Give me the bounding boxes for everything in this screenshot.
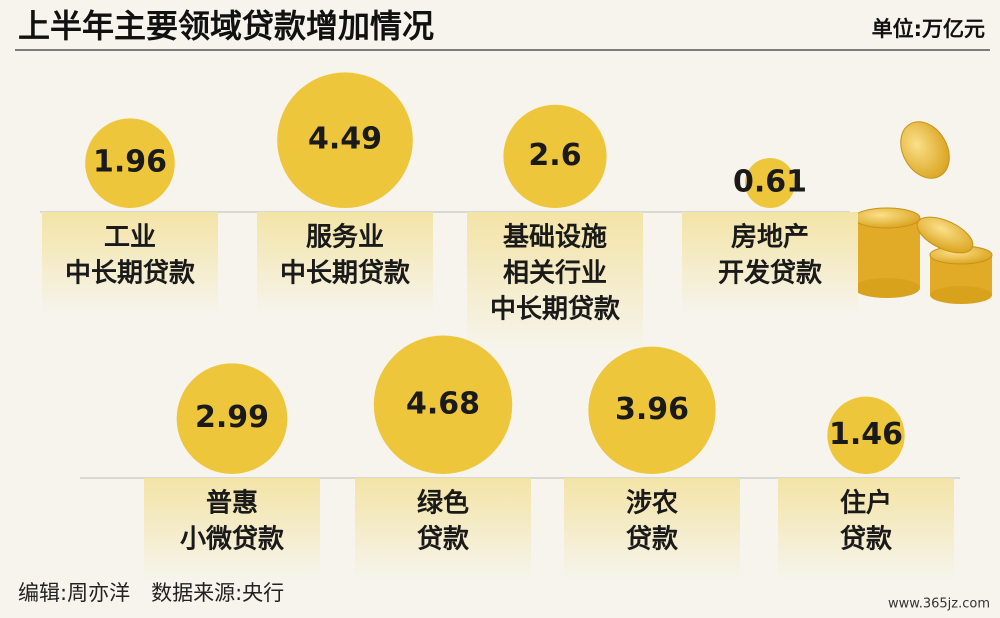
category-label: 涉农: [626, 489, 678, 519]
footer-note: 编辑:周亦洋 数据来源:央行: [18, 581, 284, 605]
label-box: [778, 478, 954, 580]
value-label: 4.68: [406, 386, 480, 421]
category-label: 贷款: [626, 524, 679, 555]
value-label: 2.99: [195, 400, 269, 435]
category-label: 中长期贷款: [490, 294, 621, 325]
bubble: [745, 158, 795, 208]
label-box: [144, 478, 320, 580]
value-label: 1.46: [829, 417, 903, 452]
bubble: [373, 335, 513, 474]
chart-title: 上半年主要领域贷款增加情况: [18, 7, 434, 45]
label-box: [42, 212, 218, 314]
bubble: [85, 118, 175, 208]
watermark: www.365jz.com: [888, 597, 990, 612]
coins-decoration: [853, 121, 993, 304]
bubble: [588, 346, 716, 474]
bubble: [176, 363, 288, 475]
category-label: 服务业: [306, 223, 384, 253]
category-label: 贷款: [840, 524, 893, 555]
category-label: 中长期贷款: [65, 258, 196, 289]
label-box: [467, 212, 643, 350]
category-label: 小微贷款: [180, 524, 285, 555]
value-label: 1.96: [93, 145, 167, 180]
category-label: 普惠: [206, 488, 258, 519]
label-box: [257, 212, 433, 314]
value-label: 4.49: [308, 122, 382, 157]
category-label: 相关行业: [503, 258, 607, 289]
value-label: 0.61: [733, 165, 807, 200]
category-label: 贷款: [417, 524, 470, 555]
category-label: 基础设施: [503, 222, 607, 253]
category-label: 房地产: [731, 223, 809, 253]
category-label: 开发贷款: [718, 258, 823, 289]
unit-label: 单位:万亿元: [872, 17, 985, 41]
category-label: 住户: [840, 488, 892, 519]
label-box: [564, 478, 740, 580]
value-label: 2.6: [528, 138, 581, 173]
category-label: 工业: [104, 223, 156, 253]
label-box: [355, 478, 531, 580]
category-label: 中长期贷款: [280, 258, 411, 289]
bubble: [277, 72, 413, 208]
bubble: [503, 104, 607, 208]
bubble: [827, 396, 905, 474]
category-label: 绿色: [417, 488, 469, 519]
label-box: [682, 212, 858, 314]
value-label: 3.96: [615, 392, 689, 427]
